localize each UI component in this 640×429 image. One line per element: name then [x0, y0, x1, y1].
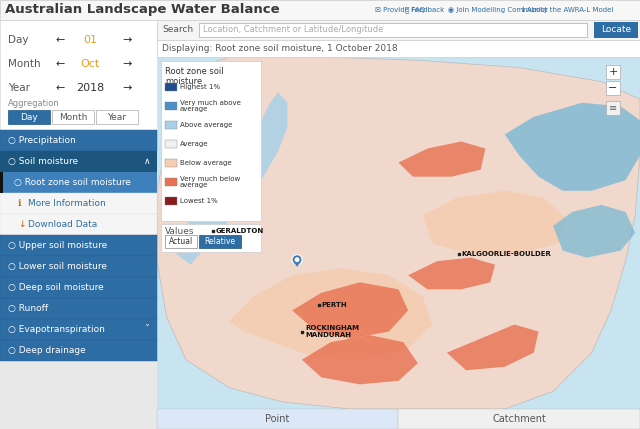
FancyBboxPatch shape: [165, 121, 177, 129]
Text: Root zone soil
moisture: Root zone soil moisture: [165, 67, 223, 86]
Text: ℹ About the AWRA-L Model: ℹ About the AWRA-L Model: [522, 7, 613, 13]
Text: Very much below
average: Very much below average: [180, 175, 240, 188]
Text: ○ Soil moisture: ○ Soil moisture: [8, 157, 78, 166]
Text: Location, Catchment or Latitude/Longitude: Location, Catchment or Latitude/Longitud…: [203, 25, 383, 34]
Text: Relative: Relative: [204, 236, 236, 245]
Polygon shape: [294, 263, 300, 267]
Text: Month: Month: [8, 59, 40, 69]
Polygon shape: [447, 324, 539, 370]
Polygon shape: [292, 282, 408, 338]
Polygon shape: [212, 121, 246, 198]
Text: ○ Lower soil moisture: ○ Lower soil moisture: [8, 262, 107, 271]
FancyBboxPatch shape: [0, 20, 157, 130]
Circle shape: [294, 257, 300, 262]
Circle shape: [292, 255, 302, 265]
FancyBboxPatch shape: [0, 151, 157, 172]
Polygon shape: [399, 142, 486, 177]
FancyBboxPatch shape: [157, 57, 640, 409]
Text: ←: ←: [55, 35, 65, 45]
Text: ↓: ↓: [18, 220, 26, 229]
Text: Below average: Below average: [180, 160, 232, 166]
FancyBboxPatch shape: [157, 409, 398, 429]
FancyBboxPatch shape: [0, 172, 3, 193]
Text: ○ Upper soil moisture: ○ Upper soil moisture: [8, 241, 108, 250]
FancyBboxPatch shape: [52, 110, 94, 124]
FancyBboxPatch shape: [398, 409, 640, 429]
FancyBboxPatch shape: [165, 197, 177, 205]
FancyBboxPatch shape: [199, 235, 241, 248]
Text: ✉ Provide Feedback: ✉ Provide Feedback: [375, 7, 444, 13]
FancyBboxPatch shape: [0, 340, 157, 361]
Text: Aggregation: Aggregation: [8, 100, 60, 109]
Text: Day: Day: [8, 35, 29, 45]
FancyBboxPatch shape: [0, 235, 157, 256]
Text: ○ Runoff: ○ Runoff: [8, 304, 48, 313]
FancyBboxPatch shape: [606, 65, 620, 79]
FancyBboxPatch shape: [606, 101, 620, 115]
Polygon shape: [205, 110, 251, 219]
FancyBboxPatch shape: [0, 298, 157, 319]
Text: →: →: [122, 35, 131, 45]
Text: Download Data: Download Data: [28, 220, 97, 229]
Text: +: +: [608, 67, 618, 77]
Text: ≡: ≡: [609, 103, 617, 113]
Text: ˇ: ˇ: [145, 324, 149, 335]
Text: Year: Year: [8, 83, 30, 93]
Text: →: →: [122, 59, 131, 69]
FancyBboxPatch shape: [165, 235, 197, 248]
FancyBboxPatch shape: [594, 22, 638, 38]
Polygon shape: [505, 103, 640, 191]
FancyBboxPatch shape: [0, 172, 157, 193]
Text: Locate: Locate: [601, 25, 631, 34]
FancyBboxPatch shape: [0, 319, 157, 340]
Text: ROCKINGHAM
MANDURAH: ROCKINGHAM MANDURAH: [305, 325, 359, 338]
Polygon shape: [157, 57, 640, 409]
Text: PERTH: PERTH: [322, 302, 348, 308]
FancyBboxPatch shape: [165, 140, 177, 148]
Text: −: −: [608, 83, 618, 93]
Text: Very much above
average: Very much above average: [180, 100, 241, 112]
Text: Values: Values: [165, 227, 195, 236]
Text: 01: 01: [83, 35, 97, 45]
Polygon shape: [408, 258, 495, 289]
FancyBboxPatch shape: [165, 178, 177, 186]
Text: ←: ←: [55, 59, 65, 69]
Text: Actual: Actual: [169, 236, 193, 245]
Text: Australian Landscape Water Balance: Australian Landscape Water Balance: [5, 3, 280, 16]
FancyBboxPatch shape: [161, 224, 261, 252]
FancyBboxPatch shape: [157, 20, 640, 40]
Text: ○ Precipitation: ○ Precipitation: [8, 136, 76, 145]
FancyBboxPatch shape: [165, 159, 177, 167]
FancyBboxPatch shape: [0, 193, 157, 214]
FancyBboxPatch shape: [0, 130, 157, 151]
Polygon shape: [422, 191, 568, 254]
Text: ○ Deep drainage: ○ Deep drainage: [8, 346, 86, 355]
Text: Point: Point: [266, 414, 290, 424]
Text: KALGOORLIE-BOULDER: KALGOORLIE-BOULDER: [462, 251, 552, 257]
Text: ○ Deep soil moisture: ○ Deep soil moisture: [8, 283, 104, 292]
FancyBboxPatch shape: [165, 83, 177, 91]
Text: Day: Day: [20, 112, 38, 121]
FancyBboxPatch shape: [0, 256, 157, 277]
Text: Oct: Oct: [81, 59, 100, 69]
FancyBboxPatch shape: [606, 81, 620, 95]
Text: Search: Search: [162, 25, 193, 34]
FancyBboxPatch shape: [0, 277, 157, 298]
FancyBboxPatch shape: [199, 23, 587, 37]
Polygon shape: [177, 92, 287, 265]
Text: Catchment: Catchment: [492, 414, 546, 424]
FancyBboxPatch shape: [165, 102, 177, 110]
Polygon shape: [302, 335, 418, 384]
Text: Year: Year: [108, 112, 127, 121]
Text: ←: ←: [55, 83, 65, 93]
Text: Displaying: Root zone soil moisture, 1 October 2018: Displaying: Root zone soil moisture, 1 O…: [162, 44, 397, 53]
Text: Lowest 1%: Lowest 1%: [180, 198, 218, 204]
Text: →: →: [122, 83, 131, 93]
Text: More Information: More Information: [28, 199, 106, 208]
Text: ◉ Join Modelling Community: ◉ Join Modelling Community: [448, 7, 548, 13]
Text: Average: Average: [180, 141, 209, 147]
Text: Month: Month: [59, 112, 87, 121]
FancyBboxPatch shape: [96, 110, 138, 124]
FancyBboxPatch shape: [161, 61, 261, 221]
